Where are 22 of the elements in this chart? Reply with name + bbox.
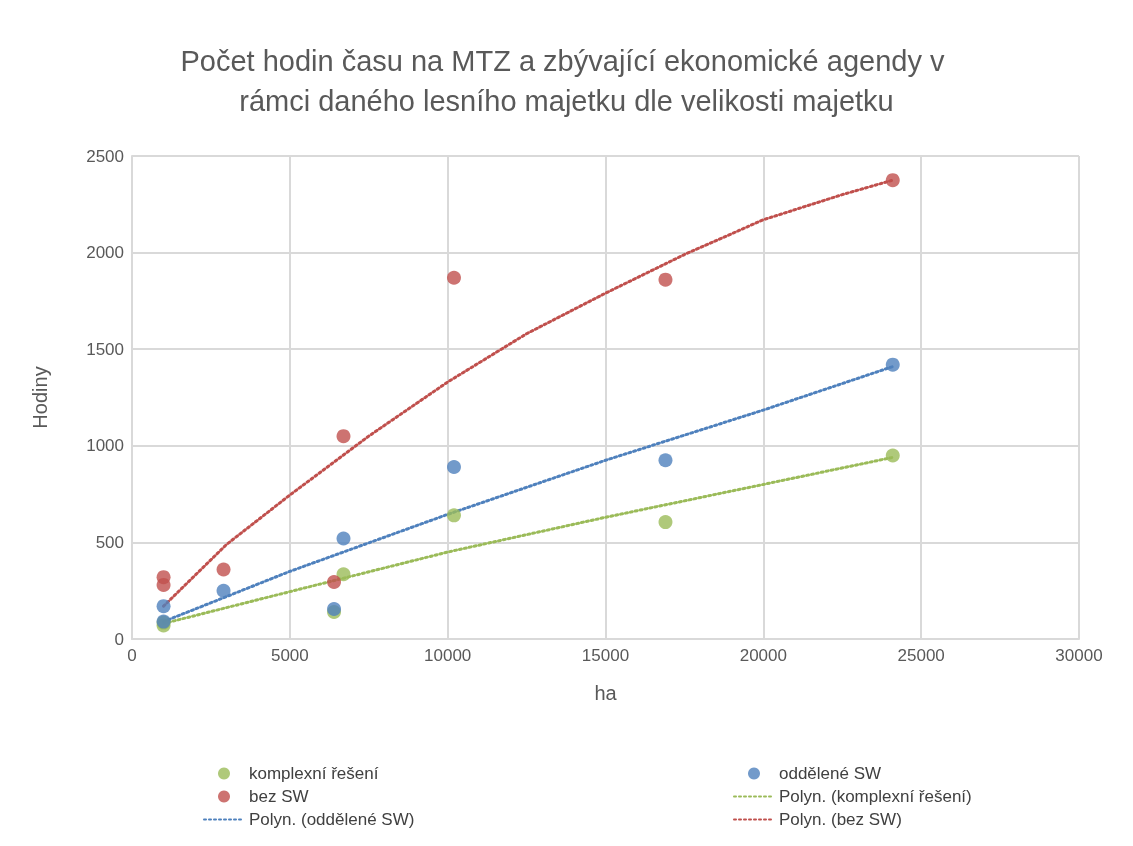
chart-title: Počet hodin času na MTZ a zbývající ekonomické agendy v rámci daného lesního majetku dle velikosti majetku [180, 45, 953, 117]
legend-label: bez SW [249, 787, 309, 806]
y-tick-label: 0 [114, 629, 124, 649]
x-axis-title: ha [594, 682, 618, 704]
x-tick-label: 25000 [897, 646, 945, 665]
legend-label: Polyn. (bez SW) [779, 810, 902, 829]
x-tick-label: 0 [127, 646, 137, 665]
y-axis-title: Hodiny [29, 366, 51, 429]
y-tick-label: 2500 [86, 146, 124, 166]
x-tick-label: 30000 [1055, 646, 1103, 665]
legend-label: Polyn. (komplexní řešení) [779, 787, 972, 806]
y-tick-label: 2000 [86, 243, 124, 263]
x-tick-label: 20000 [739, 646, 787, 665]
y-tick-label: 1500 [86, 339, 124, 359]
x-tick-label: 10000 [424, 646, 472, 665]
legend-label: oddělené SW [779, 764, 882, 783]
x-tick-label: 5000 [270, 646, 309, 665]
x-tick-label: 15000 [581, 646, 630, 665]
legend-label: Polyn. (oddělené SW) [249, 810, 415, 829]
y-tick-label: 500 [95, 532, 124, 552]
y-tick-label: 1000 [86, 436, 124, 456]
legend-label: komplexní řešení [249, 764, 379, 783]
